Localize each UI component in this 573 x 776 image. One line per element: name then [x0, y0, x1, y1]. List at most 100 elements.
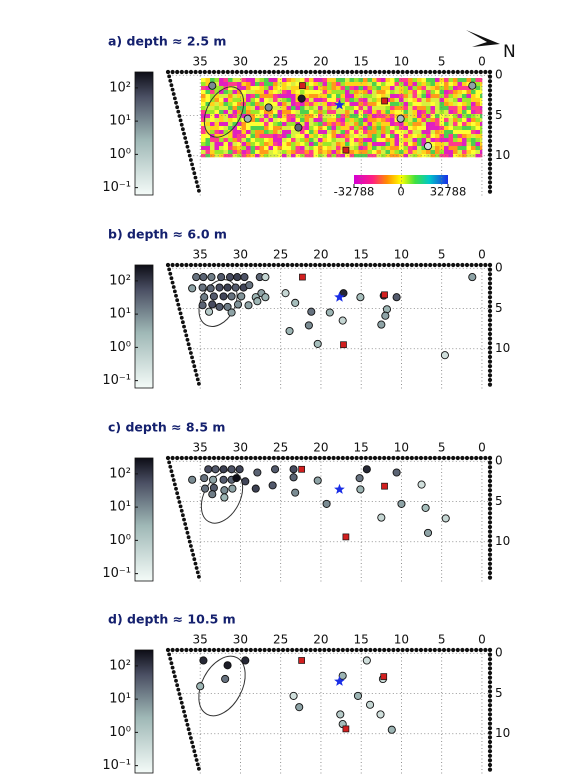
raster-cell [205, 150, 211, 155]
axis-dot [487, 552, 493, 557]
y-tick-label: 0 [495, 261, 503, 275]
axis-dot [487, 350, 493, 355]
raster-cell [286, 130, 292, 135]
data-point [199, 273, 208, 282]
raster-cell [223, 82, 229, 87]
axis-dot [414, 262, 419, 268]
raster-cell [417, 110, 422, 115]
axis-dot [194, 566, 199, 570]
raster-cell [304, 86, 310, 91]
raster-cell [349, 114, 355, 119]
raster-cell [381, 130, 386, 135]
axis-dot [487, 575, 493, 580]
axis-dot [400, 262, 405, 268]
axis-dot [257, 455, 263, 461]
raster-cell [358, 90, 364, 95]
raster-cell [295, 82, 301, 87]
raster-cell [205, 106, 211, 111]
data-point [217, 273, 226, 282]
raster-cell [417, 78, 422, 83]
raster-cell [246, 102, 251, 107]
data-point [271, 465, 280, 474]
axis-dot [308, 262, 313, 268]
axis-dot [487, 570, 493, 576]
raster-cell [237, 122, 242, 127]
raster-cell [439, 138, 445, 143]
raster-cell [223, 94, 229, 99]
raster-cell [259, 142, 265, 147]
raster-cell [381, 114, 386, 119]
raster-cell [426, 102, 431, 107]
axis-dot [179, 69, 184, 75]
raster-cell [318, 146, 323, 151]
axis-dot [414, 69, 419, 75]
raster-cell [349, 102, 355, 107]
data-point [356, 293, 365, 302]
raster-cell [439, 118, 445, 123]
axis-dot [257, 262, 263, 268]
raster-cell [471, 146, 476, 151]
axis-dot [197, 766, 201, 771]
raster-cell [336, 114, 341, 119]
raster-cell [313, 130, 319, 135]
raster-cell [232, 122, 238, 127]
reference-square [298, 465, 305, 473]
raster-cell [255, 150, 260, 155]
data-point [215, 302, 224, 311]
raster-cell [219, 102, 224, 107]
raster-cell [354, 122, 359, 127]
axis-dot [487, 299, 493, 304]
axis-dot [280, 455, 286, 461]
raster-cell [255, 110, 260, 115]
axis-dot [317, 647, 322, 653]
data-point [199, 656, 208, 665]
raster-cell [313, 138, 319, 143]
raster-cell [466, 154, 472, 158]
raster-cell [372, 102, 377, 107]
raster-cell [453, 130, 458, 135]
raster-cell [223, 138, 229, 143]
raster-cell [268, 90, 274, 95]
axis-dot [178, 504, 183, 509]
raster-cell [381, 122, 386, 127]
raster-cell [210, 138, 215, 143]
axis-dot [331, 647, 336, 653]
raster-cell [241, 138, 247, 143]
raster-cell [399, 110, 404, 115]
raster-cell [349, 106, 355, 111]
raster-cell [304, 134, 310, 139]
axis-dot [184, 455, 189, 461]
raster-cell [417, 142, 422, 147]
axis-dot [248, 69, 253, 75]
x-tick-label: 10 [394, 55, 409, 69]
axis-dot [469, 455, 474, 461]
raster-cell [462, 114, 467, 119]
raster-cell [327, 90, 332, 95]
raster-cell [309, 130, 314, 135]
raster-cell [358, 154, 364, 158]
axis-dot [188, 736, 193, 740]
raster-cell [394, 82, 400, 87]
data-point [225, 273, 235, 282]
data-point [325, 308, 334, 317]
data-point [205, 307, 214, 316]
axis-dot [176, 302, 181, 307]
raster-cell [300, 134, 305, 139]
raster-cell [259, 130, 265, 135]
raster-cell [300, 122, 305, 127]
raster-cell [259, 82, 265, 87]
raster-cell [448, 106, 454, 111]
raster-cell [399, 138, 404, 143]
raster-cell [390, 98, 395, 103]
raster-cell [372, 150, 377, 155]
raster-cell [268, 130, 274, 135]
raster-cell [232, 86, 238, 91]
axis-dot [198, 69, 203, 75]
raster-cell [381, 118, 386, 123]
raster-cell [214, 154, 220, 158]
raster-cell [421, 78, 427, 83]
raster-cell [210, 130, 215, 135]
raster-cell [448, 130, 454, 135]
raster-cell [322, 82, 328, 87]
axis-dot [225, 69, 230, 75]
